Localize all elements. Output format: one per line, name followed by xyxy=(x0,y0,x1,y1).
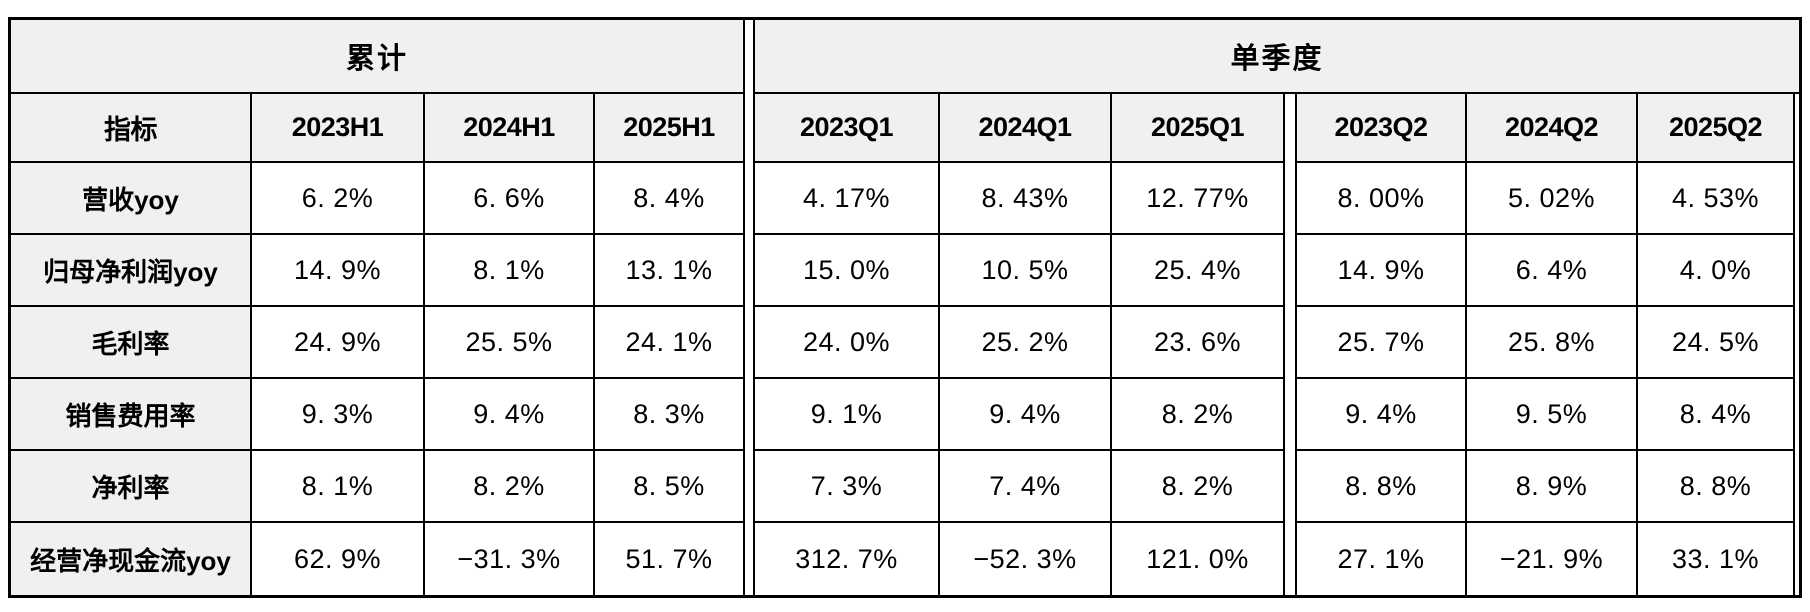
table-cell: 9. 4% xyxy=(425,379,595,451)
table-cell: 8. 2% xyxy=(1112,379,1285,451)
table-cell: 25. 8% xyxy=(1467,307,1638,379)
row-label-gross-margin: 毛利率 xyxy=(11,307,252,379)
table-cell: 8. 5% xyxy=(595,451,745,523)
group-separator xyxy=(1285,523,1297,595)
group-separator xyxy=(745,451,755,523)
row-label-operating-cashflow-yoy: 经营净现金流yoy xyxy=(11,523,252,595)
group-separator xyxy=(745,523,755,595)
table-cell: 8. 2% xyxy=(1112,451,1285,523)
row-label-selling-expense-ratio: 销售费用率 xyxy=(11,379,252,451)
col-header-2023q2: 2023Q2 xyxy=(1297,94,1467,163)
table-cell: 6. 6% xyxy=(425,163,595,235)
table-cell: 62. 9% xyxy=(252,523,425,595)
table-cell: 9. 1% xyxy=(755,379,940,451)
col-header-2023h1: 2023H1 xyxy=(252,94,425,163)
table-cell: 8. 3% xyxy=(595,379,745,451)
group-separator xyxy=(1285,451,1297,523)
group-separator xyxy=(1285,379,1297,451)
table-cell: 23. 6% xyxy=(1112,307,1285,379)
right-inset xyxy=(1795,163,1799,235)
table-cell: 7. 3% xyxy=(755,451,940,523)
table-cell: 12. 77% xyxy=(1112,163,1285,235)
table-cell: 8. 2% xyxy=(425,451,595,523)
table-cell: −31. 3% xyxy=(425,523,595,595)
table-cell: 14. 9% xyxy=(1297,235,1467,307)
table-cell: 9. 4% xyxy=(940,379,1112,451)
row-label-net-profit-yoy: 归母净利润yoy xyxy=(11,235,252,307)
table-cell: 10. 5% xyxy=(940,235,1112,307)
table-cell: 13. 1% xyxy=(595,235,745,307)
table-cell: 25. 2% xyxy=(940,307,1112,379)
table-cell: 6. 2% xyxy=(252,163,425,235)
table-cell: 8. 4% xyxy=(1638,379,1795,451)
table-cell: 4. 0% xyxy=(1638,235,1795,307)
table-cell: −52. 3% xyxy=(940,523,1112,595)
table-cell: 4. 17% xyxy=(755,163,940,235)
financial-metrics-table: 累计 单季度 指标 2023H1 2024H1 2025H1 2023Q1 20… xyxy=(8,17,1802,598)
col-header-2024q2: 2024Q2 xyxy=(1467,94,1638,163)
row-label-revenue-yoy: 营收yoy xyxy=(11,163,252,235)
right-inset xyxy=(1795,523,1799,595)
group-separator xyxy=(745,94,755,163)
col-header-indicator: 指标 xyxy=(11,94,252,163)
group-separator xyxy=(745,163,755,235)
group-separator xyxy=(1285,163,1297,235)
table-cell: 25. 7% xyxy=(1297,307,1467,379)
group-separator xyxy=(1285,307,1297,379)
table-cell: 6. 4% xyxy=(1467,235,1638,307)
table-cell: 121. 0% xyxy=(1112,523,1285,595)
right-inset xyxy=(1795,379,1799,451)
table-cell: 24. 5% xyxy=(1638,307,1795,379)
table-cell: 15. 0% xyxy=(755,235,940,307)
table-cell: −21. 9% xyxy=(1467,523,1638,595)
table-cell: 8. 8% xyxy=(1297,451,1467,523)
table-cell: 24. 0% xyxy=(755,307,940,379)
table-cell: 25. 5% xyxy=(425,307,595,379)
table-cell: 24. 9% xyxy=(252,307,425,379)
col-header-2024q1: 2024Q1 xyxy=(940,94,1112,163)
group-separator xyxy=(745,235,755,307)
table-cell: 9. 3% xyxy=(252,379,425,451)
table-cell: 7. 4% xyxy=(940,451,1112,523)
col-header-2025h1: 2025H1 xyxy=(595,94,745,163)
col-header-2024h1: 2024H1 xyxy=(425,94,595,163)
group-separator xyxy=(1285,235,1297,307)
band-header-cumulative: 累计 xyxy=(11,20,745,94)
table-cell: 14. 9% xyxy=(252,235,425,307)
table-cell: 25. 4% xyxy=(1112,235,1285,307)
table-cell: 8. 43% xyxy=(940,163,1112,235)
table-cell: 4. 53% xyxy=(1638,163,1795,235)
table-cell: 24. 1% xyxy=(595,307,745,379)
table-cell: 9. 5% xyxy=(1467,379,1638,451)
table-cell: 8. 1% xyxy=(425,235,595,307)
table-cell: 8. 8% xyxy=(1638,451,1795,523)
table-cell: 51. 7% xyxy=(595,523,745,595)
band-header-quarterly: 单季度 xyxy=(755,20,1799,94)
table-cell: 8. 1% xyxy=(252,451,425,523)
table-cell: 27. 1% xyxy=(1297,523,1467,595)
col-header-2025q1: 2025Q1 xyxy=(1112,94,1285,163)
table-cell: 9. 4% xyxy=(1297,379,1467,451)
col-header-2023q1: 2023Q1 xyxy=(755,94,940,163)
right-inset xyxy=(1795,451,1799,523)
row-label-net-margin: 净利率 xyxy=(11,451,252,523)
right-inset xyxy=(1795,94,1799,163)
table-cell: 8. 00% xyxy=(1297,163,1467,235)
group-separator xyxy=(1285,94,1297,163)
table-cell: 8. 9% xyxy=(1467,451,1638,523)
group-separator xyxy=(745,20,755,94)
right-inset xyxy=(1795,235,1799,307)
col-header-2025q2: 2025Q2 xyxy=(1638,94,1795,163)
table-cell: 5. 02% xyxy=(1467,163,1638,235)
table-cell: 8. 4% xyxy=(595,163,745,235)
group-separator xyxy=(745,379,755,451)
group-separator xyxy=(745,307,755,379)
right-inset xyxy=(1795,307,1799,379)
table-cell: 312. 7% xyxy=(755,523,940,595)
table-cell: 33. 1% xyxy=(1638,523,1795,595)
